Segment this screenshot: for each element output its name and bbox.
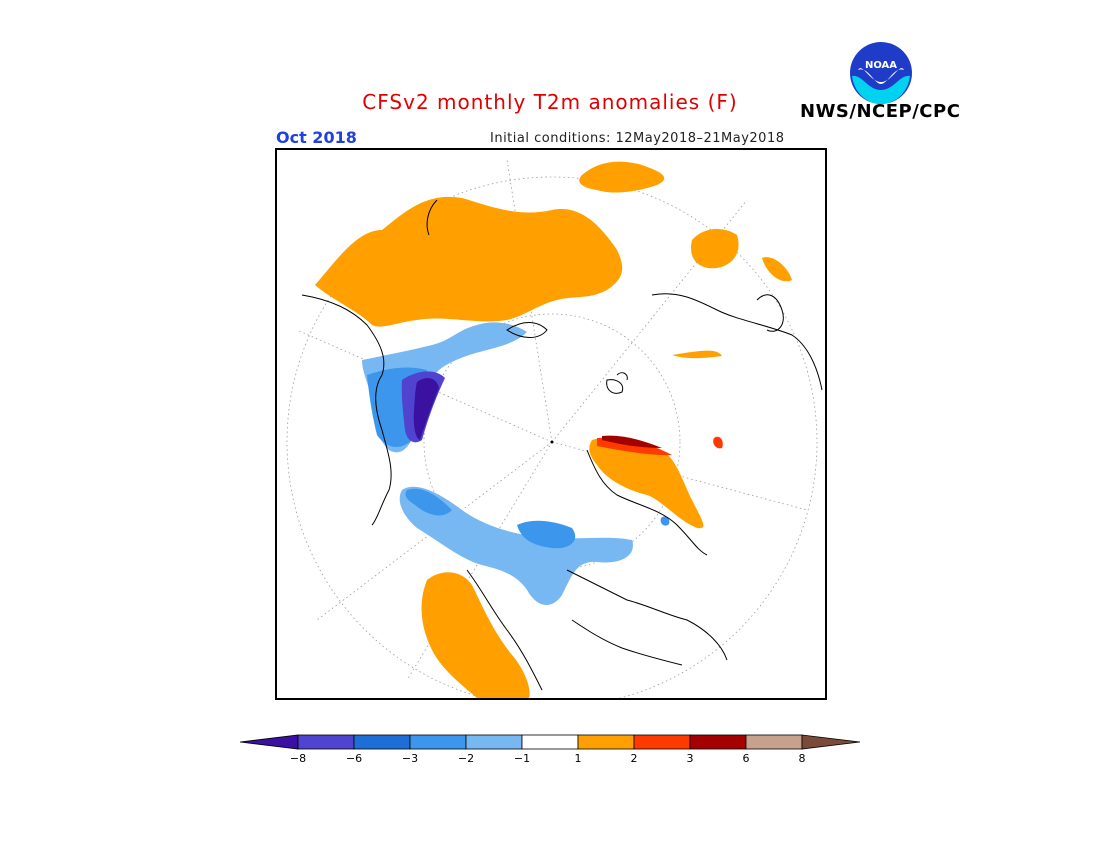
warm-area-north-america xyxy=(315,196,623,327)
legend-tick-label: 2 xyxy=(630,752,638,765)
coastline-greenland xyxy=(426,199,438,236)
cool-area-asia-mid xyxy=(405,488,452,516)
coastline-svalbard xyxy=(616,372,628,381)
legend-tick-label: −2 xyxy=(457,752,475,765)
warm-anomaly-areas xyxy=(315,161,792,698)
warm-area-europe-north xyxy=(691,228,739,269)
coastline-north-america xyxy=(301,294,392,526)
legend-swatch xyxy=(465,734,523,750)
agency-label: NWS/NCEP/CPC xyxy=(800,101,961,122)
cool-area-hudson-core xyxy=(413,378,439,440)
legend-tick-label: 3 xyxy=(686,752,694,765)
initial-conditions: Initial conditions: 12May2018–21May2018 xyxy=(490,131,785,146)
legend-tick-label: −6 xyxy=(345,752,363,765)
legend-swatch xyxy=(633,734,691,750)
coastline-central-asia xyxy=(571,619,683,666)
meridian xyxy=(406,441,553,681)
legend-swatch xyxy=(409,734,467,750)
meridian xyxy=(296,329,553,443)
legend-tick-label: 6 xyxy=(742,752,750,765)
coastline-siberia xyxy=(586,449,708,556)
legend-arrow-low xyxy=(239,734,299,750)
color-legend xyxy=(239,732,861,772)
legend-swatch xyxy=(689,734,747,750)
valid-month: Oct 2018 xyxy=(276,128,357,147)
legend-arrow-high xyxy=(801,734,861,750)
cool-area-russia-dot xyxy=(660,516,670,526)
legend-swatch xyxy=(745,734,803,750)
legend-tick-label: −3 xyxy=(401,752,419,765)
coastline-europe xyxy=(651,293,823,391)
legend-swatch xyxy=(297,734,355,750)
latitude-circle-outer xyxy=(286,176,818,698)
coastline-east-asia xyxy=(466,569,543,691)
legend-swatch xyxy=(521,734,579,750)
warm-area-russia xyxy=(672,350,722,359)
strong-warm-area-small xyxy=(713,436,723,449)
logo-text: NOAA xyxy=(865,60,897,71)
coastlines xyxy=(301,199,823,691)
noaa-logo: NOAA xyxy=(848,40,914,106)
legend-swatch xyxy=(353,734,411,750)
cool-anomaly-areas xyxy=(362,322,670,606)
coastline-arctic-islands xyxy=(506,322,548,338)
warm-area-greenland-north xyxy=(579,161,665,193)
polar-map xyxy=(275,148,827,700)
legend-tick-label: 1 xyxy=(574,752,582,765)
legend-swatch xyxy=(577,734,635,750)
strong-warm-anomaly-areas xyxy=(597,435,723,456)
coastline-iceland xyxy=(606,379,624,394)
latitude-circle-inner xyxy=(423,313,681,571)
warm-area-scandinavia xyxy=(762,257,792,282)
chart-title: CFSv2 monthly T2m anomalies (F) xyxy=(362,90,738,114)
legend-tick-label: 8 xyxy=(798,752,806,765)
legend-tick-label: −8 xyxy=(289,752,307,765)
strong-warm-area-siberia-north-core xyxy=(602,435,662,448)
warm-area-asia-pacific xyxy=(421,572,530,698)
cool-area-east-asia xyxy=(399,486,633,606)
north-pole-marker xyxy=(550,440,554,444)
coastline-scandinavia xyxy=(756,294,784,332)
cool-area-siberia-east xyxy=(517,520,576,549)
warm-area-siberia xyxy=(589,438,704,529)
coastline-asia xyxy=(566,569,728,661)
legend-tick-label: −1 xyxy=(513,752,531,765)
